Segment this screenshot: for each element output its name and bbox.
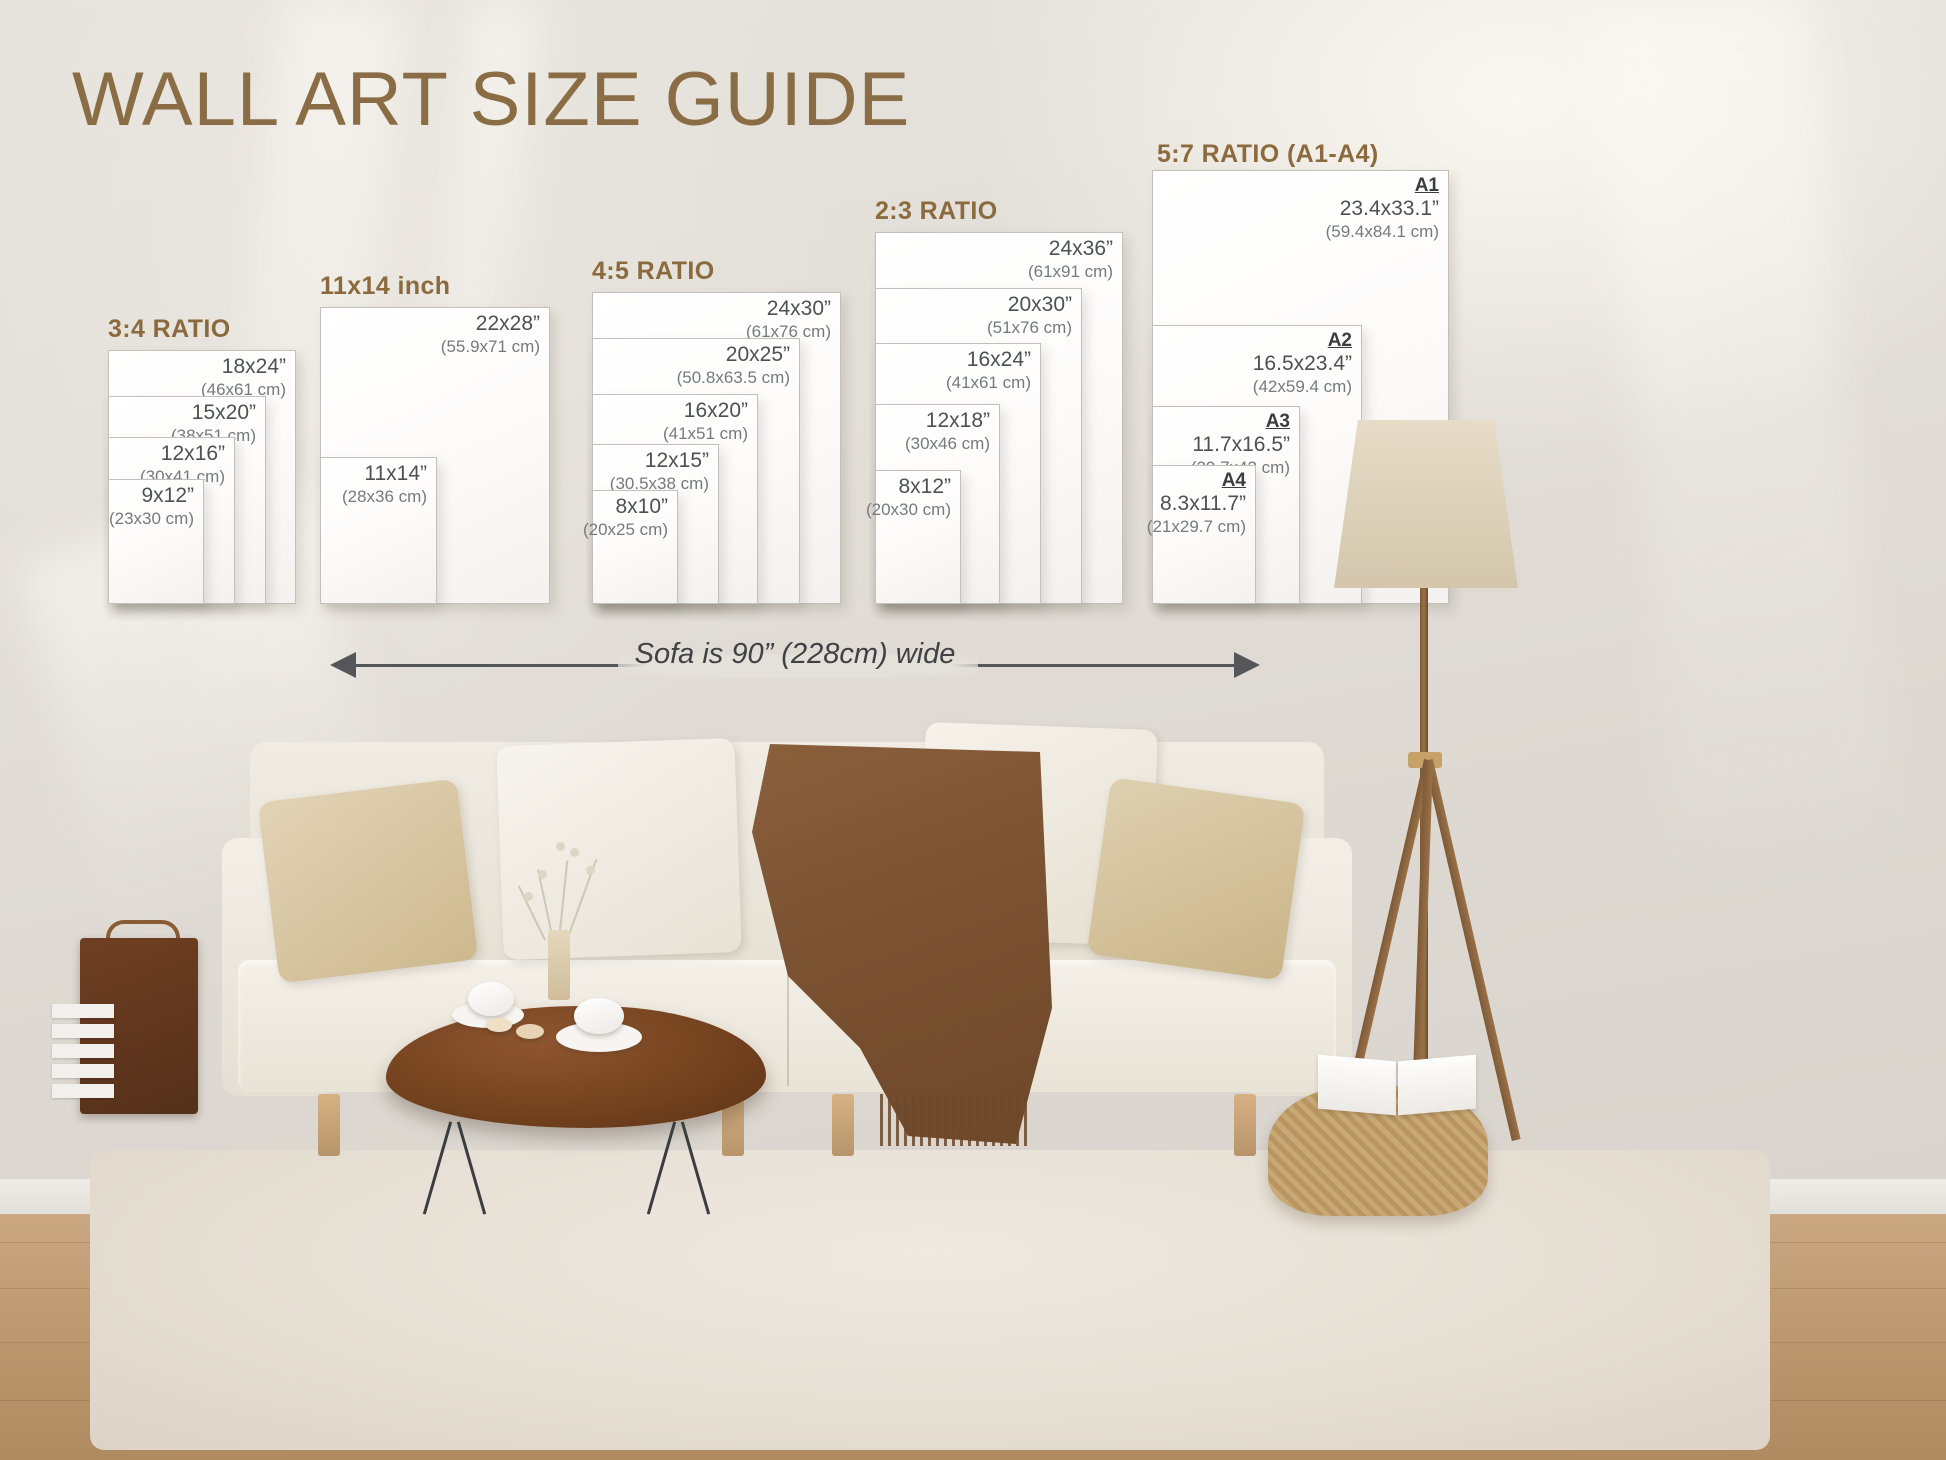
group-heading-5-7-ratio: 5:7 RATIO (A1-A4): [1157, 140, 1379, 168]
arrow-right-icon: [1234, 652, 1260, 678]
frame-label-code: A3: [1265, 411, 1290, 432]
frame-label-cm: (61x76 cm): [745, 321, 831, 341]
flower-vase: [548, 930, 570, 1000]
arrow-left-icon: [330, 652, 356, 678]
frame-label-cm: (46x61 cm): [200, 379, 286, 399]
frame-9x12[interactable]: 9x12” (23x30 cm): [108, 479, 204, 604]
frame-label-cm: (28x36 cm): [341, 486, 427, 506]
frame-label-inches: 15x20”: [191, 401, 256, 424]
frame-label-inches: 24x36”: [1048, 237, 1113, 260]
frame-label-cm: (51x76 cm): [986, 317, 1072, 337]
page-title: WALL ART SIZE GUIDE: [72, 57, 911, 142]
magazine-rack: [44, 920, 214, 1140]
area-rug: [90, 1150, 1770, 1450]
frame-label-inches: 8x12”: [898, 475, 951, 498]
group-heading-2-3-ratio: 2:3 RATIO: [875, 197, 998, 225]
frame-label-cm: (59.4x84.1 cm): [1325, 222, 1439, 242]
frame-label-inches: 12x15”: [644, 449, 709, 472]
blanket-fringe: [880, 1094, 1030, 1146]
frame-label-code: A4: [1221, 470, 1246, 491]
open-book: [1318, 1054, 1478, 1116]
frame-label-inches: 20x25”: [725, 343, 790, 366]
group-heading-4-5-ratio: 4:5 RATIO: [592, 257, 715, 285]
floor-lamp-shade: [1334, 420, 1518, 588]
frame-label-cm: (30.5x38 cm): [609, 473, 709, 493]
frame-label-inches: 9x12”: [141, 484, 194, 507]
frame-label-cm: (41x51 cm): [662, 423, 748, 443]
throw-pillow: [1086, 777, 1306, 981]
frame-label-cm: (55.9x71 cm): [440, 336, 540, 356]
frame-11x14[interactable]: 11x14” (28x36 cm): [320, 457, 437, 604]
frame-label-inches: 23.4x33.1”: [1339, 197, 1439, 221]
frame-label-cm: (42x59.4 cm): [1252, 377, 1352, 397]
frame-8x12[interactable]: 8x12” (20x30 cm): [866, 470, 961, 604]
frame-label-cm: (20x25 cm): [582, 519, 668, 539]
frame-label-inches: 16x24”: [966, 348, 1031, 371]
frame-label-inches: 11.7x16.5”: [1192, 433, 1290, 457]
group-heading-11x14-inch: 11x14 inch: [320, 272, 451, 300]
frame-label-inches: 11x14”: [364, 462, 427, 485]
frame-label-inches: 16.5x23.4”: [1252, 352, 1352, 376]
sofa-width-measure: Sofa is 90” (228cm) wide: [330, 638, 1260, 690]
frame-a4[interactable]: A4 8.3x11.7” (21x29.7 cm): [1147, 465, 1256, 604]
frame-label-cm: (41x61 cm): [945, 372, 1031, 392]
macaron: [516, 1024, 544, 1039]
measure-label-backdrop: [618, 654, 978, 678]
frame-label-inches: 16x20”: [683, 399, 748, 422]
dried-flowers: [498, 840, 618, 941]
frame-label-inches: 12x16”: [160, 442, 225, 465]
frame-label-cm: (23x30 cm): [108, 508, 194, 528]
frame-label-inches: 22x28”: [475, 312, 540, 335]
frame-label-inches: 24x30”: [766, 297, 831, 320]
throw-pillow: [257, 778, 479, 984]
frame-8x10[interactable]: 8x10” (20x25 cm): [583, 490, 678, 604]
frame-label-code: A1: [1414, 175, 1439, 196]
frame-label-inches: 18x24”: [221, 355, 286, 378]
frame-label-cm: (20x30 cm): [865, 499, 951, 519]
frame-label-inches: 8.3x11.7”: [1160, 492, 1246, 516]
frame-label-code: A2: [1327, 330, 1352, 351]
sofa-width-label: Sofa is 90” (228cm) wide: [634, 638, 956, 670]
frame-label-inches: 8x10”: [615, 495, 668, 518]
coffee-cup: [574, 998, 624, 1034]
frame-label-cm: (21x29.7 cm): [1146, 517, 1246, 537]
coffee-cup: [468, 982, 514, 1016]
frame-label-cm: (61x91 cm): [1027, 261, 1113, 281]
macaron: [486, 1018, 512, 1032]
group-heading-3-4-ratio: 3:4 RATIO: [108, 315, 231, 343]
frame-label-inches: 20x30”: [1007, 293, 1072, 316]
frame-label-inches: 12x18”: [925, 409, 990, 432]
frame-label-cm: (30x46 cm): [904, 433, 990, 453]
frame-label-cm: (50.8x63.5 cm): [676, 367, 790, 387]
